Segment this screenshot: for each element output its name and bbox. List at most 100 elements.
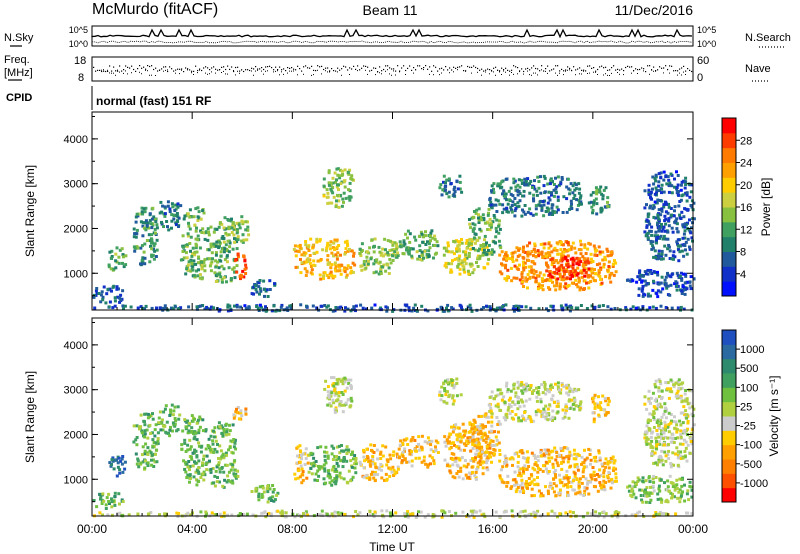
nave-point <box>255 70 256 72</box>
data-cell <box>333 469 337 473</box>
data-cell <box>486 262 490 266</box>
data-cell <box>473 223 477 227</box>
data-cell <box>478 227 482 231</box>
data-cell <box>577 191 581 195</box>
freq-point <box>643 68 645 70</box>
data-cell <box>685 287 689 291</box>
data-cell <box>136 306 140 310</box>
data-cell <box>465 465 469 469</box>
data-cell <box>260 495 264 499</box>
data-cell <box>583 243 587 247</box>
data-cell <box>347 448 351 452</box>
data-cell <box>477 207 481 211</box>
data-cell <box>345 267 349 271</box>
data-cell <box>99 293 103 297</box>
data-cell <box>472 418 476 422</box>
data-cell <box>311 245 315 249</box>
data-cell <box>670 257 674 261</box>
data-cell <box>114 252 118 256</box>
data-cell <box>526 210 530 214</box>
data-cell <box>462 464 466 468</box>
data-cell <box>642 274 645 277</box>
data-cell <box>636 306 640 310</box>
data-cell <box>547 190 551 194</box>
data-cell <box>334 268 337 272</box>
data-cell <box>135 462 139 466</box>
data-cell <box>121 253 125 257</box>
freq-point <box>645 71 647 73</box>
data-cell <box>146 453 150 456</box>
data-cell <box>219 250 223 254</box>
data-cell <box>474 438 478 442</box>
data-cell <box>528 241 532 245</box>
data-cell <box>115 246 119 250</box>
freq-point <box>309 67 311 69</box>
data-cell <box>520 272 524 276</box>
data-cell <box>491 220 495 224</box>
data-cell <box>323 450 326 454</box>
freq-point <box>467 65 469 68</box>
data-cell <box>107 305 111 309</box>
data-cell <box>638 510 641 514</box>
data-cell <box>664 217 668 221</box>
data-cell <box>213 484 217 488</box>
data-cell <box>359 254 363 258</box>
data-cell <box>239 277 242 281</box>
data-cell <box>684 183 688 186</box>
data-cell <box>508 257 512 261</box>
data-cell <box>214 259 218 263</box>
data-cell <box>155 223 159 227</box>
data-cell <box>335 378 339 382</box>
data-cell <box>444 188 447 192</box>
data-cell <box>334 205 338 209</box>
data-cell <box>93 306 97 310</box>
data-cell <box>539 191 543 195</box>
data-cell <box>576 491 580 495</box>
data-cell <box>150 233 154 237</box>
data-cell <box>312 259 316 263</box>
data-cell <box>467 251 471 255</box>
data-cell <box>476 255 480 259</box>
scatter-region <box>438 377 463 406</box>
data-cell <box>579 304 583 307</box>
freq-point <box>259 68 261 70</box>
data-cell <box>373 237 377 241</box>
data-cell <box>434 445 437 449</box>
data-cell <box>562 446 566 450</box>
data-cell <box>455 180 459 184</box>
data-cell <box>595 189 599 192</box>
data-cell <box>175 511 179 515</box>
freq-point <box>511 69 513 71</box>
scatter-region <box>322 167 355 209</box>
data-cell <box>421 253 425 257</box>
data-cell <box>420 460 424 464</box>
data-cell <box>602 468 606 472</box>
data-cell <box>109 267 113 271</box>
data-cell <box>229 480 233 484</box>
data-cell <box>188 422 192 425</box>
data-cell <box>484 243 487 247</box>
data-cell <box>330 189 334 193</box>
data-cell <box>333 171 337 175</box>
data-cell <box>208 307 212 311</box>
data-cell <box>664 282 668 286</box>
data-cell <box>546 182 550 186</box>
data-cell <box>489 439 493 442</box>
data-cell <box>537 186 541 190</box>
data-cell <box>554 187 558 191</box>
data-cell <box>305 269 309 273</box>
data-cell <box>481 213 485 217</box>
data-cell <box>389 261 393 265</box>
data-cell <box>333 238 337 242</box>
scatter-region <box>157 403 182 438</box>
nave-point <box>557 74 558 76</box>
nave-point <box>389 73 390 75</box>
freq-point <box>649 65 651 67</box>
data-cell <box>685 252 689 256</box>
data-cell <box>524 265 527 269</box>
nave-point <box>159 70 160 71</box>
data-cell <box>149 451 153 455</box>
data-cell <box>513 452 517 456</box>
data-cell <box>555 241 559 245</box>
data-cell <box>646 268 650 272</box>
